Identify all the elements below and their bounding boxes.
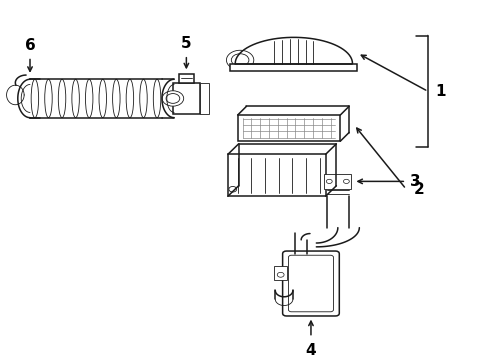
Text: 4: 4 <box>306 343 316 358</box>
Circle shape <box>231 54 249 66</box>
FancyBboxPatch shape <box>289 255 333 312</box>
Bar <box>274 266 287 280</box>
Text: 1: 1 <box>436 84 446 99</box>
Bar <box>230 64 357 71</box>
FancyBboxPatch shape <box>283 251 339 316</box>
Circle shape <box>343 179 349 184</box>
Circle shape <box>277 272 284 277</box>
Text: 6: 6 <box>24 38 35 53</box>
Circle shape <box>226 50 254 70</box>
Bar <box>178 74 194 83</box>
Circle shape <box>326 179 332 184</box>
Bar <box>238 115 340 141</box>
Circle shape <box>162 91 184 106</box>
Bar <box>228 154 326 196</box>
Circle shape <box>166 94 180 103</box>
Text: 5: 5 <box>181 36 192 51</box>
Bar <box>324 174 351 189</box>
Bar <box>200 83 209 114</box>
Text: 3: 3 <box>410 174 421 189</box>
Bar <box>173 83 200 114</box>
Circle shape <box>229 186 237 192</box>
Text: 2: 2 <box>414 182 424 197</box>
